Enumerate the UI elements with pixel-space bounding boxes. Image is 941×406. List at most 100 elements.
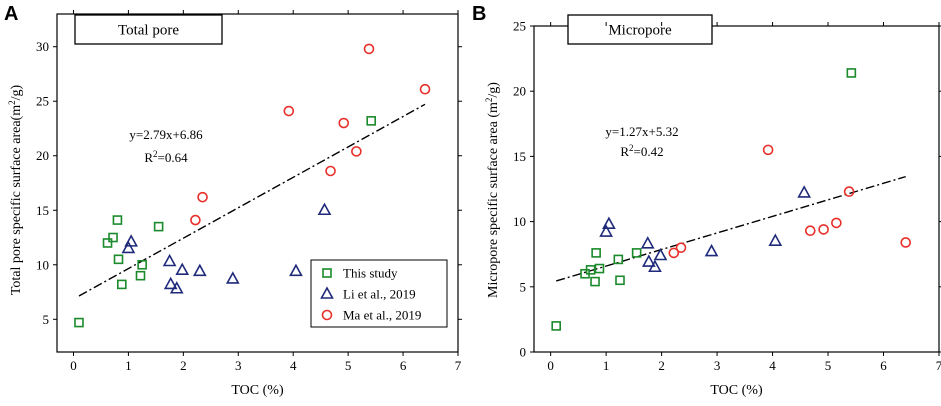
data-point-li	[163, 276, 178, 290]
data-point-li	[640, 236, 655, 249]
regression-equation: y=2.79x+6.86	[129, 127, 203, 142]
regression-equation: y=1.27x+5.32	[605, 124, 678, 139]
legend-marker-ma	[321, 309, 333, 321]
data-point-ma	[351, 146, 362, 157]
data-point-ma	[363, 43, 375, 55]
data-point-this_study	[153, 221, 164, 232]
data-point-li	[704, 243, 719, 257]
x-tick-label: 6	[880, 358, 887, 373]
x-tick-label: 0	[70, 358, 77, 373]
data-point-li	[169, 281, 184, 294]
data-point-this_study	[137, 259, 147, 270]
y-tick-label: 25	[513, 19, 526, 34]
trend-line	[555, 175, 906, 282]
data-point-li	[599, 224, 613, 237]
legend: This study Li et al., 2019 Ma et al., 2019	[310, 259, 448, 328]
data-point-this_study	[112, 215, 123, 225]
panel-letter: A	[4, 3, 18, 25]
plot-frame	[533, 25, 940, 353]
y-tick-label: 5	[520, 279, 527, 294]
title-box	[567, 14, 713, 45]
data-point-ma	[843, 186, 855, 197]
data-point-ma	[804, 225, 816, 237]
panel-B: B Micropore 0 1 2 3 4 5 6 7 0 5 10 15 20 25 TOC (%) Micro…	[472, 3, 941, 398]
x-tick-label: 4	[769, 358, 776, 373]
panel-A: A Total pore 0 1 2 3 4 5 6 7 5 10 15 20 25 30 TOC (%) Tot…	[4, 3, 462, 398]
x-axis-title: TOC (%)	[231, 383, 284, 398]
y-tick-label: 15	[513, 149, 526, 164]
x-tick-label: 7	[936, 358, 941, 373]
data-point-ma	[197, 191, 208, 203]
y-tick-label: 5	[43, 312, 50, 327]
data-point-ma	[900, 237, 912, 248]
data-point-ma	[762, 144, 774, 156]
data-point-this_study	[74, 317, 84, 328]
panel-letter: B	[472, 3, 486, 25]
x-tick-label: 1	[603, 358, 610, 373]
data-point-li	[648, 259, 662, 273]
x-tick-label: 4	[290, 358, 297, 373]
data-point-this_study	[113, 254, 124, 265]
y-tick-label: 10	[513, 214, 526, 229]
data-point-li	[797, 185, 812, 198]
x-tick-label: 6	[400, 358, 407, 373]
data-point-ma	[338, 117, 350, 129]
data-point-this_study	[594, 263, 605, 274]
x-tick-label: 1	[125, 358, 132, 373]
x-tick-label: 2	[658, 358, 665, 373]
data-point-this_study	[613, 254, 624, 265]
y-axis-title: Total pore specific surface area(m2/g)	[7, 85, 24, 296]
x-tick-label: 7	[455, 358, 462, 373]
r-squared-label: R2=0.64	[144, 149, 188, 165]
series-li	[121, 202, 332, 294]
legend-label-ma: Ma et al., 2019	[343, 308, 421, 323]
chart-title: Total pore	[118, 23, 179, 39]
y-tick-label: 0	[520, 345, 527, 360]
data-point-this_study	[591, 248, 601, 258]
data-point-this_study	[631, 248, 642, 258]
data-point-this_study	[585, 265, 596, 275]
data-point-ma	[283, 105, 295, 117]
y-tick-label: 15	[36, 203, 49, 218]
chart-title: Micropore	[608, 23, 672, 39]
data-point-this_study	[135, 270, 146, 281]
series-this_study	[551, 68, 857, 331]
plot-frame	[56, 13, 459, 353]
data-point-li	[121, 240, 136, 254]
data-point-li	[289, 263, 303, 277]
series-ma	[190, 43, 431, 226]
title-box	[74, 14, 223, 45]
y-axis-title: Micropore specific surface area (m2/g)	[484, 82, 501, 298]
data-point-this_study	[590, 276, 600, 287]
data-point-ma	[818, 224, 829, 235]
data-point-ma	[675, 242, 687, 253]
series-this_study	[74, 116, 377, 328]
series-li	[599, 185, 812, 273]
x-tick-label: 3	[714, 358, 721, 373]
data-point-this_study	[551, 321, 561, 331]
legend-label-li: Li et al., 2019	[343, 287, 416, 302]
x-tick-label: 2	[180, 358, 187, 373]
y-tick-label: 10	[36, 257, 49, 272]
data-point-this_study	[108, 232, 118, 243]
data-point-ma	[325, 165, 336, 177]
data-point-this_study	[846, 68, 857, 78]
x-tick-label: 5	[825, 358, 832, 373]
x-tick-label: 3	[235, 358, 242, 373]
legend-marker-this_study	[322, 268, 332, 278]
data-point-li	[768, 233, 783, 246]
data-point-ma	[419, 83, 431, 95]
data-point-ma	[190, 214, 201, 226]
legend-box	[310, 259, 448, 328]
data-point-li	[175, 262, 190, 276]
data-point-this_study	[102, 238, 113, 248]
trend-line	[78, 103, 426, 297]
data-point-li	[162, 253, 177, 267]
legend-marker-li	[320, 286, 334, 299]
data-point-li	[317, 202, 332, 216]
data-point-this_study	[366, 116, 377, 126]
data-point-li	[124, 234, 139, 247]
data-point-li	[225, 271, 240, 284]
